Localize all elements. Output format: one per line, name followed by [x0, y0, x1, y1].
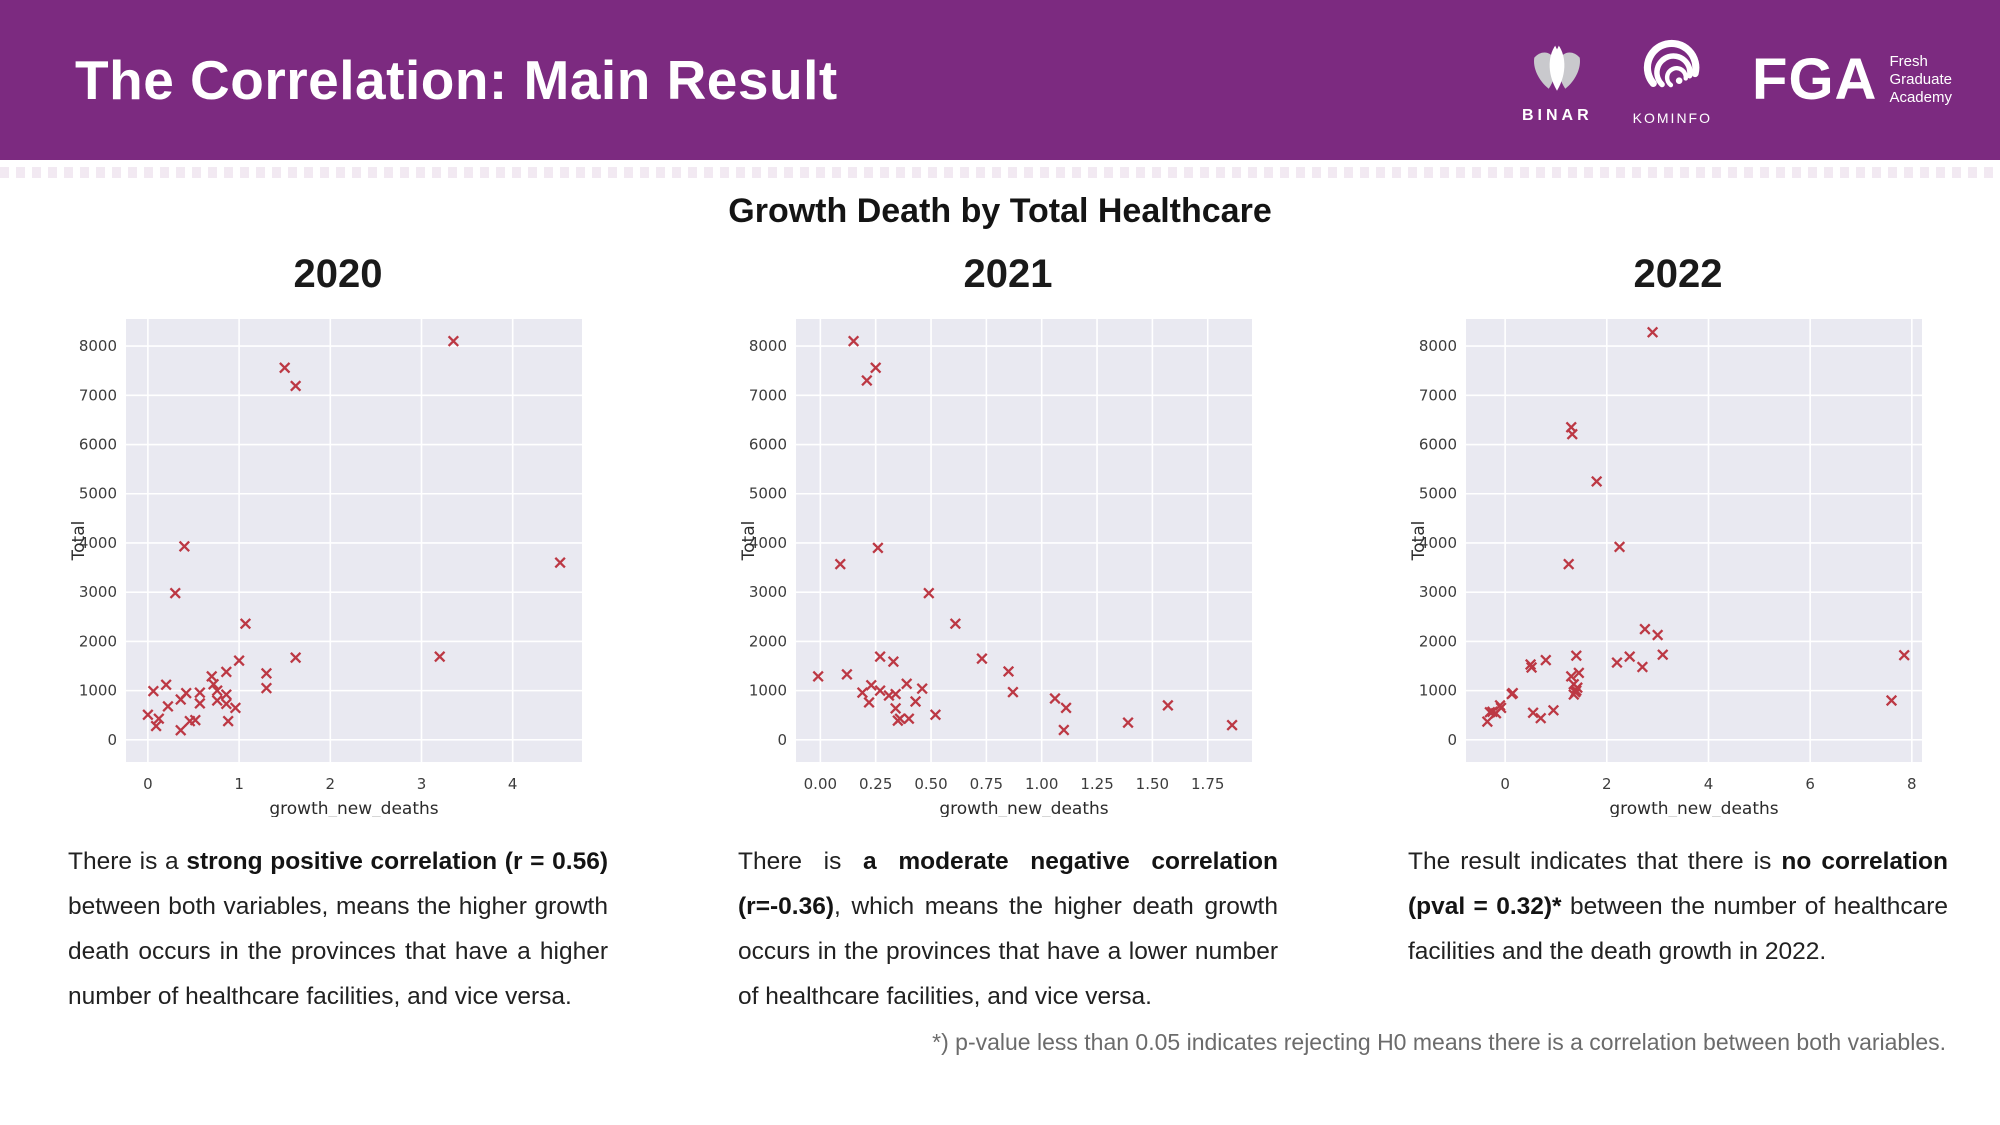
fga-logo-label: FGA	[1752, 47, 1878, 112]
description-segment: between both variables, means the higher…	[68, 893, 608, 1010]
svg-text:6000: 6000	[79, 436, 117, 454]
logo-group: BINAR KOMINFO FGA Fresh Graduate	[1522, 35, 1952, 126]
kominfo-logo-label: KOMINFO	[1632, 109, 1713, 126]
scatter-chart-2021: 0 1000 2000 3000 4000 5000 6000 7000 8000 0.00 0.2…	[738, 309, 1278, 819]
description-segment: between the number of healthcare facilit…	[1408, 893, 1948, 965]
panel-2021: 2021 0 1000 2000 3000 4000 5000 6000 7000 8000 0.…	[738, 251, 1278, 1019]
panel-description-2020: There is a strong positive correlation (…	[68, 839, 608, 1019]
svg-text:0.25: 0.25	[859, 775, 892, 793]
scatter-chart-2022: 0 1000 2000 3000 4000 5000 6000 7000 8000 0 2 4 6 8 gr…	[1408, 309, 1948, 819]
svg-text:1.25: 1.25	[1080, 775, 1113, 793]
scatter-chart-2020: 0 1000 2000 3000 4000 5000 6000 7000 8000 0 1 2 3 4 gr…	[68, 309, 608, 819]
panel-2022: 2022 0 1000 2000 3000 4000 5000 6000 7000 8000 0 2…	[1408, 251, 1948, 1019]
slide-title: The Correlation: Main Result	[75, 49, 838, 111]
header-bar: The Correlation: Main Result BINAR	[0, 0, 2000, 160]
svg-text:8000: 8000	[79, 337, 117, 355]
svg-text:3000: 3000	[79, 583, 117, 601]
svg-text:1.00: 1.00	[1025, 775, 1058, 793]
svg-text:Total: Total	[739, 521, 759, 562]
svg-text:4: 4	[508, 775, 518, 793]
svg-text:5000: 5000	[749, 485, 787, 503]
svg-text:5000: 5000	[79, 485, 117, 503]
dashed-divider	[0, 167, 2000, 178]
description-segment: There is a	[68, 848, 187, 875]
svg-text:0: 0	[143, 775, 153, 793]
kominfo-logo: KOMINFO	[1633, 35, 1712, 126]
svg-text:7000: 7000	[1419, 386, 1457, 404]
svg-text:4000: 4000	[79, 534, 117, 552]
svg-text:2: 2	[326, 775, 336, 793]
svg-text:8000: 8000	[749, 337, 787, 355]
binar-logo-label: BINAR	[1522, 106, 1593, 124]
svg-text:3: 3	[417, 775, 427, 793]
svg-text:4: 4	[1704, 775, 1714, 793]
description-segment: The result indicates that there is	[1408, 848, 1782, 875]
svg-text:7000: 7000	[749, 386, 787, 404]
svg-text:3000: 3000	[749, 583, 787, 601]
svg-text:7000: 7000	[79, 386, 117, 404]
year-heading-2022: 2022	[1633, 252, 1723, 296]
svg-text:2: 2	[1602, 775, 1612, 793]
description-bold-segment: strong positive correlation (r = 0.56)	[186, 848, 608, 875]
svg-text:0.50: 0.50	[914, 775, 947, 793]
year-heading-2020: 2020	[293, 252, 383, 296]
svg-text:0: 0	[107, 731, 117, 749]
description-segment: , which means the higher death growth oc…	[738, 893, 1278, 1010]
svg-text:1.75: 1.75	[1191, 775, 1224, 793]
svg-text:5000: 5000	[1419, 485, 1457, 503]
binar-flower-icon	[1526, 36, 1588, 103]
svg-text:6000: 6000	[749, 436, 787, 454]
svg-text:8: 8	[1907, 775, 1917, 793]
svg-text:Total: Total	[69, 521, 89, 562]
svg-text:6000: 6000	[1419, 436, 1457, 454]
svg-text:4000: 4000	[749, 534, 787, 552]
panel-description-2022: The result indicates that there is no co…	[1408, 839, 1948, 974]
svg-text:1000: 1000	[1419, 682, 1457, 700]
description-segment: There is	[738, 848, 864, 875]
fga-logo-subtext: Fresh Graduate Academy	[1889, 53, 1952, 106]
svg-text:2000: 2000	[1419, 632, 1457, 650]
svg-text:0: 0	[777, 731, 787, 749]
description-bold-segment: a moderate negative correlation (r=-0.36…	[738, 848, 1278, 920]
kominfo-swirl-icon	[1639, 35, 1705, 106]
svg-text:growth_new_deaths: growth_new_deaths	[939, 799, 1108, 817]
svg-text:0: 0	[1447, 731, 1457, 749]
svg-text:1: 1	[234, 775, 244, 793]
svg-text:4000: 4000	[1419, 534, 1457, 552]
panel-2020: 2020 0 1000 2000 3000 4000 5000 6000 7000 8000 0 1…	[68, 251, 608, 1019]
binar-logo: BINAR	[1522, 36, 1593, 125]
fga-logo: FGA Fresh Graduate Academy	[1752, 51, 1952, 109]
svg-text:growth_new_deaths: growth_new_deaths	[1609, 799, 1778, 817]
panel-description-2021: There is a moderate negative correlation…	[738, 839, 1278, 1019]
svg-text:growth_new_deaths: growth_new_deaths	[269, 799, 438, 817]
svg-text:2000: 2000	[79, 632, 117, 650]
svg-text:6: 6	[1805, 775, 1815, 793]
svg-text:1000: 1000	[79, 682, 117, 700]
svg-text:8000: 8000	[1419, 337, 1457, 355]
svg-text:1.50: 1.50	[1136, 775, 1169, 793]
svg-text:2000: 2000	[749, 632, 787, 650]
svg-text:0.00: 0.00	[804, 775, 837, 793]
svg-text:1000: 1000	[749, 682, 787, 700]
svg-text:Total: Total	[1409, 521, 1429, 562]
svg-text:0: 0	[1500, 775, 1510, 793]
description-bold-segment: no correlation (pval = 0.32)*	[1408, 848, 1948, 920]
pvalue-footnote: *) p-value less than 0.05 indicates reje…	[932, 1029, 1946, 1055]
chart-section-title: Growth Death by Total Healthcare	[728, 192, 1272, 230]
panels-row: 2020 0 1000 2000 3000 4000 5000 6000 7000 8000 0 1…	[0, 251, 2000, 1019]
svg-text:3000: 3000	[1419, 583, 1457, 601]
year-heading-2021: 2021	[963, 252, 1053, 296]
svg-text:0.75: 0.75	[970, 775, 1003, 793]
